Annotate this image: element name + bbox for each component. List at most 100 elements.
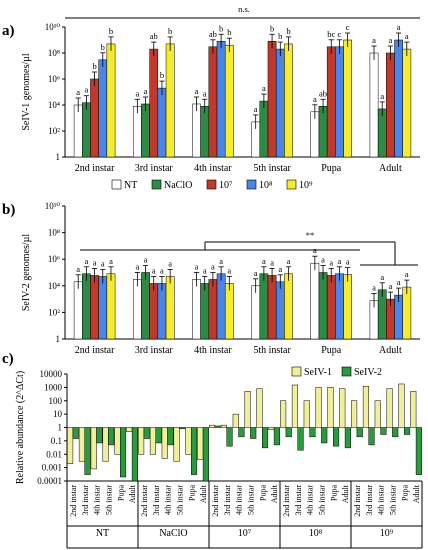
legend-c: SeIV-1 SeIV-2: [291, 366, 382, 378]
bar: [343, 39, 352, 158]
bar: [327, 387, 334, 428]
stage-label: 2nd instar: [282, 485, 291, 517]
bar: [377, 289, 387, 340]
bar: [318, 106, 328, 158]
bar: [326, 46, 336, 158]
legend-swatch: [291, 366, 302, 377]
bar: [386, 52, 395, 158]
stage-label: Adult: [199, 484, 208, 503]
bar: [90, 427, 97, 470]
significance-letter: a: [144, 255, 148, 265]
bar: [335, 46, 344, 158]
stage-label: 4th instar: [164, 485, 173, 515]
significance-letter: a: [372, 35, 376, 45]
bar: [259, 100, 269, 158]
significance-letter: a: [346, 257, 350, 267]
category-label: Adult: [379, 163, 402, 174]
bar: [415, 427, 422, 475]
bar: [335, 273, 344, 340]
panel-c: c)Relative abundance (2^ΔCt) 0.0001 0.001 0…: [2, 351, 423, 549]
legend-label: NT: [124, 180, 137, 191]
y-tick-label: 10⁶: [48, 254, 60, 264]
bar: [197, 427, 204, 460]
bar: [165, 43, 175, 158]
y-axis-label: SeIV-2 genomes/µl: [21, 234, 32, 312]
bar: [284, 273, 293, 340]
y-tick-label: 0.001: [42, 463, 62, 473]
bar: [165, 276, 175, 340]
significance-letter: a: [211, 261, 215, 271]
bar: [224, 283, 234, 340]
significance-letter: a: [109, 256, 113, 266]
significance-letter: b: [227, 27, 231, 37]
legend-swatch: [151, 179, 162, 190]
bar: [369, 52, 379, 158]
bar: [149, 48, 159, 158]
category-label: 2nd instar: [75, 163, 115, 174]
significance-letter: b: [270, 23, 274, 33]
y-tick-label: 0.1: [51, 436, 62, 446]
bar: [78, 427, 85, 462]
significance-letter: c: [338, 29, 342, 39]
bar: [377, 108, 387, 158]
bar: [310, 262, 320, 340]
significance-letter: c: [346, 22, 350, 32]
bar: [209, 424, 216, 428]
bar: [250, 427, 257, 439]
bar: [267, 275, 277, 340]
significance-letter: b: [160, 70, 164, 80]
bar: [318, 272, 328, 340]
significance-letter: a: [270, 257, 274, 267]
bar: [291, 384, 298, 428]
significance-letter: ab: [150, 31, 158, 41]
panel-label: b): [2, 202, 15, 218]
significance-letter: a: [160, 265, 164, 275]
bar: [185, 427, 192, 455]
y-tick-label: 10: [53, 409, 63, 419]
significance-letter: b: [101, 42, 105, 52]
category-label: 3rd instar: [135, 345, 174, 356]
bar: [179, 427, 186, 430]
bar: [380, 427, 387, 435]
bar: [73, 104, 83, 158]
significance-letter: b: [219, 23, 223, 33]
bar: [102, 427, 109, 462]
significance-letter: a: [195, 261, 199, 271]
bar: [244, 391, 251, 428]
significance-letter: a: [101, 259, 105, 269]
stage-label: Pupa: [400, 485, 409, 501]
y-tick-label: 100: [49, 396, 63, 406]
bar: [192, 103, 201, 158]
group-label: NaClO: [159, 528, 187, 539]
significance-letter: b: [168, 26, 172, 36]
y-tick-label: 1: [56, 334, 61, 344]
legend-swatch: [286, 179, 297, 190]
significance-letter: a: [203, 265, 207, 275]
significance-letter: a: [84, 256, 88, 266]
y-tick-label: 10⁸: [48, 48, 60, 58]
bar: [157, 87, 167, 158]
bar: [155, 427, 162, 444]
bar: [96, 427, 103, 444]
bar: [157, 283, 167, 340]
legend-label: NaClO: [164, 180, 192, 191]
bar: [275, 281, 285, 340]
y-tick-label: 10¹⁰: [45, 201, 61, 211]
y-tick-label: 1: [56, 152, 61, 162]
bar: [275, 48, 285, 158]
significance-letter: a: [227, 265, 231, 275]
significance-letter: a: [152, 265, 156, 275]
bar: [208, 279, 218, 340]
significance-letter: a: [203, 88, 207, 98]
significance-letter: a: [389, 35, 393, 45]
bar: [344, 427, 351, 449]
bar: [120, 427, 127, 478]
category-label: Pupa: [321, 345, 342, 356]
legend-swatch: [111, 179, 122, 190]
significance-letter: a: [397, 22, 401, 32]
category-label: 2nd instar: [75, 345, 115, 356]
bar: [72, 427, 79, 439]
bar: [141, 103, 150, 158]
group-label: NT: [96, 528, 109, 539]
significance-letter: a: [338, 256, 342, 266]
